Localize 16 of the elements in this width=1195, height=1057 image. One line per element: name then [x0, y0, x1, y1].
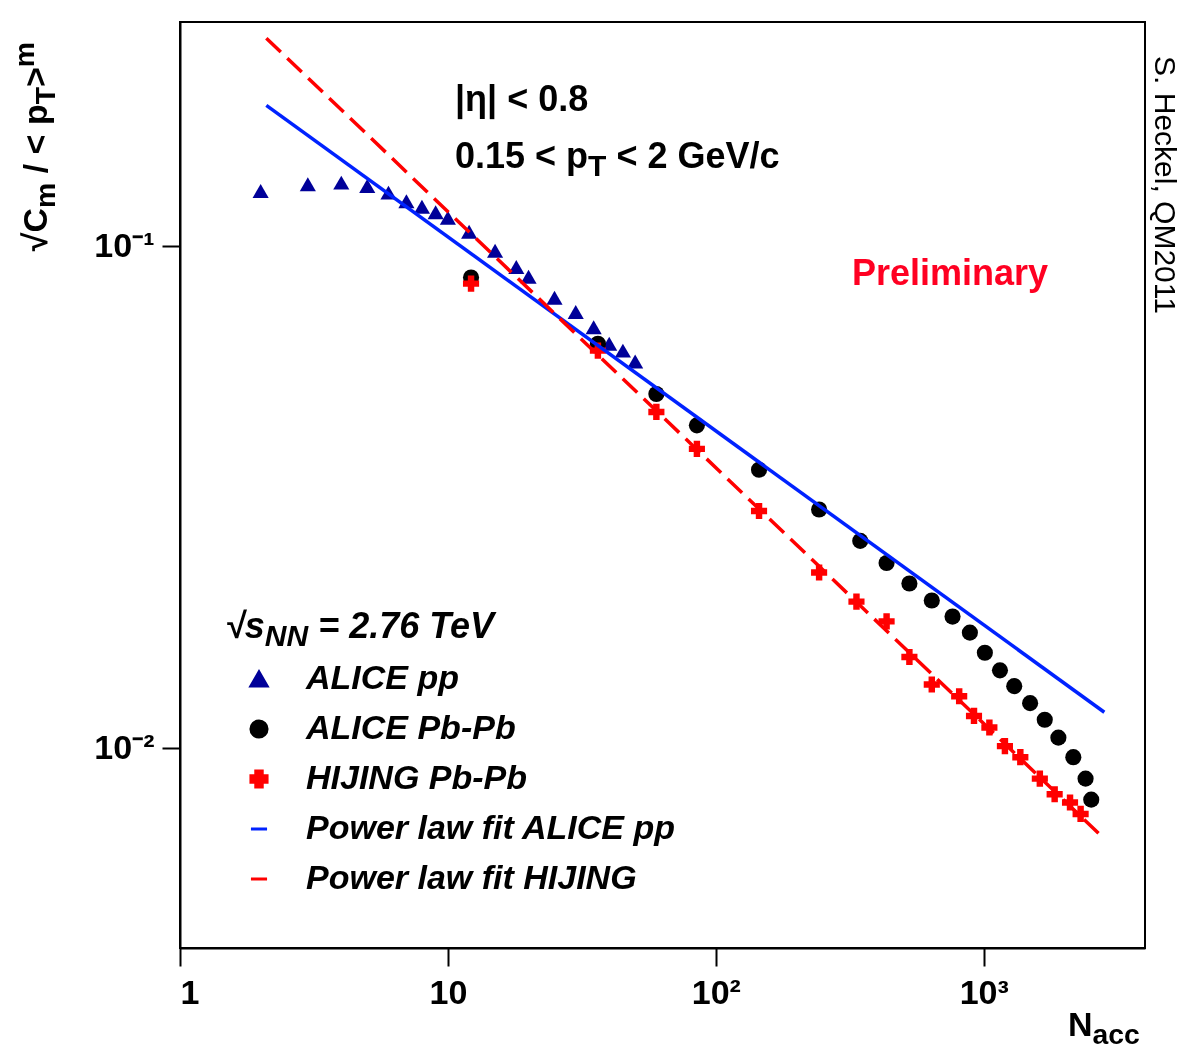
x-tick-label: 10² [691, 972, 741, 1011]
annotation: |η| < 0.8 [455, 78, 589, 120]
annotation: 0.15 < p$_{T}$ < 2 GeV/c [455, 135, 780, 184]
legend-label: Power law fit HIJING [306, 858, 637, 896]
x-tick-label: 10 [429, 972, 468, 1011]
x-tick-label: 10³ [959, 972, 1009, 1011]
legend-label: ALICE pp [305, 658, 459, 696]
legend-label: ALICE Pb-Pb [305, 708, 516, 746]
legend-label: HIJING Pb-Pb [306, 758, 528, 796]
legend-label: Power law fit ALICE pp [306, 808, 675, 846]
x-axis-title: N$_{acc}$ [1068, 1005, 1140, 1051]
x-tick-label: 1 [180, 972, 200, 1011]
text: S. Heckel, QM2011 [1148, 55, 1182, 316]
annotation: Preliminary [852, 252, 1049, 294]
y-tick-label: 10⁻² [94, 727, 155, 766]
y-tick-label: 10⁻¹ [94, 225, 155, 264]
